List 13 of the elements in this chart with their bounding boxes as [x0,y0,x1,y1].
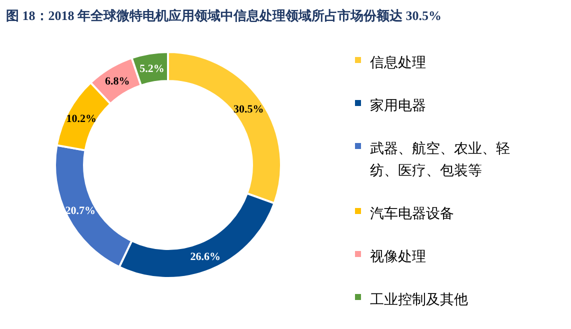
legend-label: 汽车电器设备 [370,206,454,222]
legend-label: 视像处理 [370,249,426,265]
data-label: 10.2% [66,113,97,126]
legend-label: 工业控制及其他 [370,292,468,308]
data-label: 26.6% [190,251,221,264]
data-label: 6.8% [104,76,130,88]
data-label: 5.2% [140,62,164,75]
legend-label: 家用电器 [370,98,426,114]
data-label: 20.7% [65,204,96,217]
chart-title: 图 18：2018 年全球微特电机应用领域中信息处理领域所占市场份额达 30.5% [6,8,442,23]
legend-label: 信息处理 [370,55,426,71]
legend-label: 武器、航空、农业、轻纺、医疗、包装等 [370,141,510,179]
data-label: 30.5% [233,103,264,116]
